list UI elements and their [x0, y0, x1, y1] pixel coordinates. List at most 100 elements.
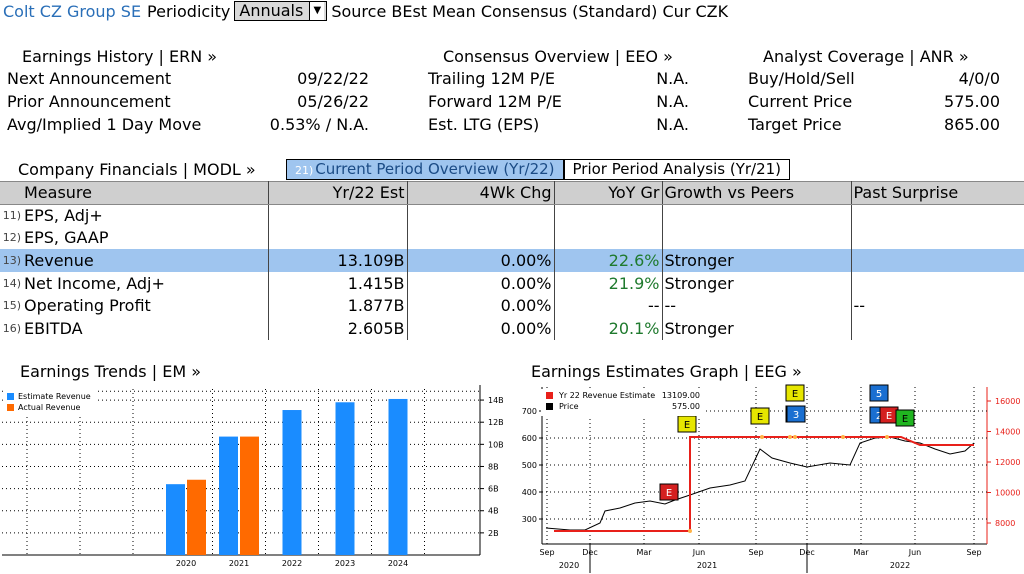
event-marker-label: 2	[876, 411, 882, 422]
row-label: Target Price	[748, 115, 842, 134]
estimates-graph-title[interactable]: Earnings Estimates Graph | EEG »	[531, 362, 802, 381]
row-value: 05/26/22	[297, 92, 369, 111]
consensus-row: Trailing 12M P/E N.A.	[428, 67, 689, 90]
financials-table: Measure Yr/22 Est 4Wk Chg YoY Gr Growth …	[0, 181, 1024, 340]
earnings-history-title[interactable]: Earnings History | ERN »	[22, 47, 218, 66]
change-cell: 0.00%	[407, 294, 555, 318]
row-label: Current Price	[748, 92, 853, 111]
periodicity-select[interactable]: Annuals ▼	[234, 1, 328, 21]
left-tick-label: 300	[522, 515, 537, 524]
yoy-cell: 20.1%	[554, 317, 663, 340]
analyst-row: Current Price 575.00	[748, 90, 1000, 113]
y-tick-label: 2B	[488, 529, 499, 538]
change-cell: 0.00%	[407, 317, 555, 340]
change-cell: 0.00%	[407, 249, 555, 272]
event-marker-label: E	[684, 420, 690, 431]
estimate-change-dot	[793, 435, 797, 439]
row-value: N.A.	[656, 92, 689, 111]
x-tick-label: Jun	[692, 548, 706, 557]
surprise-cell	[851, 227, 1024, 250]
table-row[interactable]: 12) EPS, GAAP	[0, 226, 1024, 250]
x-tick-label: 2020	[176, 559, 196, 568]
estimate-change-dot	[688, 529, 692, 533]
event-marker-label: E	[902, 414, 908, 425]
table-row-selected[interactable]: 13) Revenue 13.109B 0.00% 22.6% Stronger	[0, 249, 1024, 272]
table-row[interactable]: 14) Net Income, Adj+ 1.415B 0.00% 21.9% …	[0, 271, 1024, 295]
bar-estimate-revenue	[335, 402, 355, 555]
column-header[interactable]: Growth vs Peers	[662, 181, 852, 205]
table-header: Measure Yr/22 Est 4Wk Chg YoY Gr Growth …	[0, 181, 1024, 205]
event-marker-label: E	[757, 412, 763, 423]
column-header[interactable]: YoY Gr	[554, 181, 663, 205]
x-tick-label: 2021	[229, 559, 249, 568]
analyst-title[interactable]: Analyst Coverage | ANR »	[763, 47, 969, 66]
company-name[interactable]: Colt CZ Group SE	[3, 1, 142, 21]
y-tick-label: 14B	[488, 396, 504, 405]
table-row[interactable]: 16) EBITDA 2.605B 0.00% 20.1% Stronger	[0, 317, 1024, 340]
event-marker-label: 3	[793, 410, 799, 421]
estimate-cell	[268, 226, 408, 250]
legend-label: Estimate Revenue	[18, 392, 91, 401]
financials-title[interactable]: Company Financials | MODL »	[18, 160, 256, 179]
periodicity-label: Periodicity	[147, 1, 231, 21]
row-value: 4/0/0	[958, 69, 1000, 88]
yoy-cell	[554, 226, 663, 250]
bar-actual-revenue	[240, 436, 259, 555]
measure-cell: EBITDA	[22, 317, 269, 340]
right-tick-label: 14000	[995, 428, 1020, 437]
row-label: Forward 12M P/E	[428, 92, 562, 111]
legend-value: 13109.00	[662, 391, 700, 400]
bar-actual-revenue	[187, 479, 206, 555]
row-value: 865.00	[944, 115, 1000, 134]
price-line	[545, 436, 975, 531]
legend-box	[3, 389, 98, 416]
x-tick-label: Sep	[539, 548, 554, 557]
analyst-list: Buy/Hold/Sell 4/0/0 Current Price 575.00…	[748, 67, 1000, 137]
tab-current-period[interactable]: 21) Current Period Overview (Yr/22)	[286, 159, 564, 180]
estimate-cell: 1.415B	[268, 271, 408, 295]
table-row[interactable]: 11) EPS, Adj+	[0, 204, 1024, 227]
yoy-cell: 21.9%	[554, 271, 663, 295]
surprise-cell: --	[853, 296, 866, 316]
tab-prior-period[interactable]: Prior Period Analysis (Yr/21)	[563, 159, 791, 180]
event-marker	[785, 384, 805, 402]
row-label: Avg/Implied 1 Day Move	[7, 115, 202, 134]
column-header[interactable]: Yr/22 Est	[268, 181, 408, 205]
peers-cell: Stronger	[662, 317, 852, 340]
event-marker-label: E	[886, 411, 892, 422]
earnings-estimates-chart: 700 600 500 400 300 16000 14000 12000 10000 8000 S…	[522, 384, 1020, 573]
right-tick-label: 12000	[995, 458, 1020, 467]
event-marker	[786, 405, 806, 423]
bar-estimate-revenue	[219, 436, 238, 555]
column-header[interactable]: Measure	[22, 181, 269, 205]
bar-estimate-revenue	[282, 410, 302, 555]
consensus-row: Est. LTG (EPS) N.A.	[428, 113, 689, 136]
right-tick-label: 8000	[995, 519, 1015, 528]
source-text: Source BEst Mean Consensus (Standard) Cu…	[331, 1, 729, 21]
peers-cell: Stronger	[662, 249, 852, 272]
column-header[interactable]: Past Surprise	[851, 181, 1024, 205]
legend-value: 575.00	[672, 402, 700, 411]
row-value: 09/22/22	[297, 69, 369, 88]
row-number: 11)	[2, 209, 21, 223]
table-row[interactable]: 15) Operating Profit 1.877B 0.00% -- -- …	[0, 294, 1024, 318]
legend-swatch	[546, 392, 553, 399]
row-label: Next Announcement	[7, 69, 172, 88]
bar-estimate-revenue	[388, 398, 408, 555]
left-tick-label: 600	[522, 434, 537, 443]
row-num-header	[0, 181, 22, 205]
x-year-label: 2021	[697, 561, 717, 570]
trends-title[interactable]: Earnings Trends | EM »	[20, 362, 201, 381]
column-header[interactable]: 4Wk Chg	[407, 181, 555, 205]
consensus-row: Forward 12M P/E N.A.	[428, 90, 689, 113]
surprise-cell	[851, 249, 1024, 272]
left-tick-label: 500	[522, 461, 537, 470]
x-tick-label: Jun	[908, 548, 922, 557]
consensus-title[interactable]: Consensus Overview | EEO »	[443, 47, 673, 66]
row-label: Est. LTG (EPS)	[428, 115, 540, 134]
chevron-down-icon[interactable]: ▼	[310, 2, 325, 20]
right-tick-label: 16000	[995, 397, 1020, 406]
legend-swatch	[7, 404, 14, 411]
x-tick-label: 2023	[335, 559, 355, 568]
legend-label: Actual Revenue	[18, 403, 81, 412]
